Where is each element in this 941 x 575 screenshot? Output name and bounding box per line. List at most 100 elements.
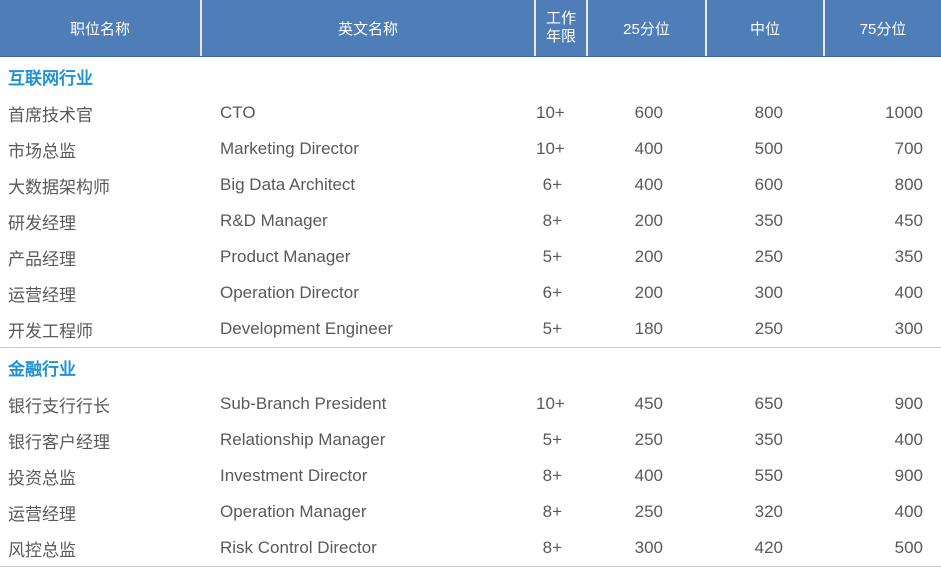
header-median: 中位 bbox=[707, 0, 825, 56]
cell-position-cn: 开发工程师 bbox=[8, 321, 93, 341]
cell-years: 10+ bbox=[536, 103, 565, 122]
section-rows: 银行支行行长 Sub-Branch President 10+ 450 650 … bbox=[0, 386, 941, 566]
cell-p75: 1000 bbox=[885, 103, 923, 122]
cell-p75: 900 bbox=[894, 394, 923, 413]
header-p25: 25分位 bbox=[588, 0, 707, 56]
cell-position-en: Marketing Director bbox=[220, 139, 359, 158]
table-body: 互联网行业 首席技术官 CTO 10+ 600 800 1000 市场总监 Ma… bbox=[0, 57, 941, 567]
cell-median: 350 bbox=[754, 430, 783, 449]
cell-position-cn: 大数据架构师 bbox=[8, 177, 110, 197]
cell-position-cn: 运营经理 bbox=[8, 504, 76, 524]
cell-p25: 200 bbox=[634, 211, 663, 230]
cell-p25: 400 bbox=[634, 139, 663, 158]
cell-position-cn: 研发经理 bbox=[8, 213, 76, 233]
table-row: 运营经理 Operation Director 6+ 200 300 400 bbox=[0, 275, 941, 311]
cell-p25: 600 bbox=[634, 103, 663, 122]
cell-years: 6+ bbox=[542, 283, 562, 302]
cell-years: 6+ bbox=[542, 175, 562, 194]
cell-position-en: R&D Manager bbox=[220, 211, 328, 230]
cell-position-en: Investment Director bbox=[220, 466, 368, 485]
cell-position-en: Operation Director bbox=[220, 283, 359, 302]
cell-p75: 700 bbox=[894, 139, 923, 158]
cell-p25: 300 bbox=[634, 538, 663, 557]
cell-position-cn: 首席技术官 bbox=[8, 105, 93, 125]
cell-position-cn: 银行支行行长 bbox=[8, 396, 110, 416]
cell-median: 350 bbox=[754, 211, 783, 230]
section-title: 互联网行业 bbox=[8, 68, 93, 88]
cell-years: 5+ bbox=[542, 319, 562, 338]
cell-median: 300 bbox=[754, 283, 783, 302]
cell-position-cn: 产品经理 bbox=[8, 249, 76, 269]
cell-median: 600 bbox=[754, 175, 783, 194]
table-row: 研发经理 R&D Manager 8+ 200 350 450 bbox=[0, 203, 941, 239]
header-position-name: 职位名称 bbox=[0, 0, 202, 56]
cell-median: 500 bbox=[754, 139, 783, 158]
cell-position-cn: 市场总监 bbox=[8, 141, 76, 161]
cell-median: 250 bbox=[754, 247, 783, 266]
section-block: 金融行业 银行支行行长 Sub-Branch President 10+ 450… bbox=[0, 347, 941, 566]
cell-p75: 400 bbox=[894, 430, 923, 449]
table-row: 运营经理 Operation Manager 8+ 250 320 400 bbox=[0, 494, 941, 530]
header-work-years: 工作 年限 bbox=[536, 0, 588, 56]
table-row: 市场总监 Marketing Director 10+ 400 500 700 bbox=[0, 131, 941, 167]
cell-years: 8+ bbox=[542, 538, 562, 557]
cell-position-en: Big Data Architect bbox=[220, 175, 356, 194]
header-english-name: 英文名称 bbox=[202, 0, 536, 56]
cell-p75: 400 bbox=[894, 502, 923, 521]
section-title: 金融行业 bbox=[8, 359, 76, 379]
header-work-years-line1: 工作 bbox=[545, 10, 576, 27]
cell-position-en: Operation Manager bbox=[220, 502, 367, 521]
cell-position-cn: 银行客户经理 bbox=[8, 432, 110, 452]
cell-position-cn: 投资总监 bbox=[8, 468, 76, 488]
cell-p75: 800 bbox=[894, 175, 923, 194]
cell-position-en: Product Manager bbox=[220, 247, 351, 266]
cell-position-cn: 风控总监 bbox=[8, 540, 76, 560]
cell-position-en: Relationship Manager bbox=[220, 430, 386, 449]
table-row: 风控总监 Risk Control Director 8+ 300 420 50… bbox=[0, 530, 941, 566]
cell-p25: 400 bbox=[634, 175, 663, 194]
cell-years: 8+ bbox=[542, 211, 562, 230]
cell-p75: 350 bbox=[894, 247, 923, 266]
cell-p25: 450 bbox=[634, 394, 663, 413]
cell-median: 420 bbox=[754, 538, 783, 557]
header-work-years-line2: 年限 bbox=[545, 28, 576, 45]
cell-median: 650 bbox=[754, 394, 783, 413]
cell-median: 250 bbox=[754, 319, 783, 338]
cell-p75: 400 bbox=[894, 283, 923, 302]
cell-p25: 400 bbox=[634, 466, 663, 485]
table-header-row: 职位名称 英文名称 工作 年限 25分位 中位 75分位 bbox=[0, 0, 941, 57]
table-row: 银行客户经理 Relationship Manager 5+ 250 350 4… bbox=[0, 422, 941, 458]
cell-p25: 250 bbox=[634, 430, 663, 449]
header-p75: 75分位 bbox=[859, 20, 907, 38]
cell-median: 800 bbox=[754, 103, 783, 122]
cell-median: 320 bbox=[754, 502, 783, 521]
table-row: 开发工程师 Development Engineer 5+ 180 250 30… bbox=[0, 311, 941, 347]
cell-position-en: Sub-Branch President bbox=[220, 394, 387, 413]
cell-p75: 500 bbox=[894, 538, 923, 557]
cell-p25: 250 bbox=[634, 502, 663, 521]
cell-p25: 180 bbox=[634, 319, 663, 338]
cell-p75: 900 bbox=[894, 466, 923, 485]
cell-p75: 300 bbox=[894, 319, 923, 338]
cell-p75: 450 bbox=[894, 211, 923, 230]
cell-years: 10+ bbox=[536, 394, 565, 413]
table-row: 银行支行行长 Sub-Branch President 10+ 450 650 … bbox=[0, 386, 941, 422]
table-row: 产品经理 Product Manager 5+ 200 250 350 bbox=[0, 239, 941, 275]
table-row: 大数据架构师 Big Data Architect 6+ 400 600 800 bbox=[0, 167, 941, 203]
cell-years: 10+ bbox=[536, 139, 565, 158]
table-row: 首席技术官 CTO 10+ 600 800 1000 bbox=[0, 95, 941, 131]
cell-position-en: CTO bbox=[220, 103, 256, 122]
cell-position-en: Risk Control Director bbox=[220, 538, 377, 557]
table-row: 投资总监 Investment Director 8+ 400 550 900 bbox=[0, 458, 941, 494]
cell-years: 5+ bbox=[542, 430, 562, 449]
section-block: 互联网行业 首席技术官 CTO 10+ 600 800 1000 市场总监 Ma… bbox=[0, 57, 941, 347]
cell-p25: 200 bbox=[634, 283, 663, 302]
section-rows: 首席技术官 CTO 10+ 600 800 1000 市场总监 Marketin… bbox=[0, 95, 941, 347]
cell-position-en: Development Engineer bbox=[220, 319, 393, 338]
cell-median: 550 bbox=[754, 466, 783, 485]
cell-years: 5+ bbox=[542, 247, 562, 266]
cell-p25: 200 bbox=[634, 247, 663, 266]
cell-years: 8+ bbox=[542, 466, 562, 485]
cell-position-cn: 运营经理 bbox=[8, 285, 76, 305]
